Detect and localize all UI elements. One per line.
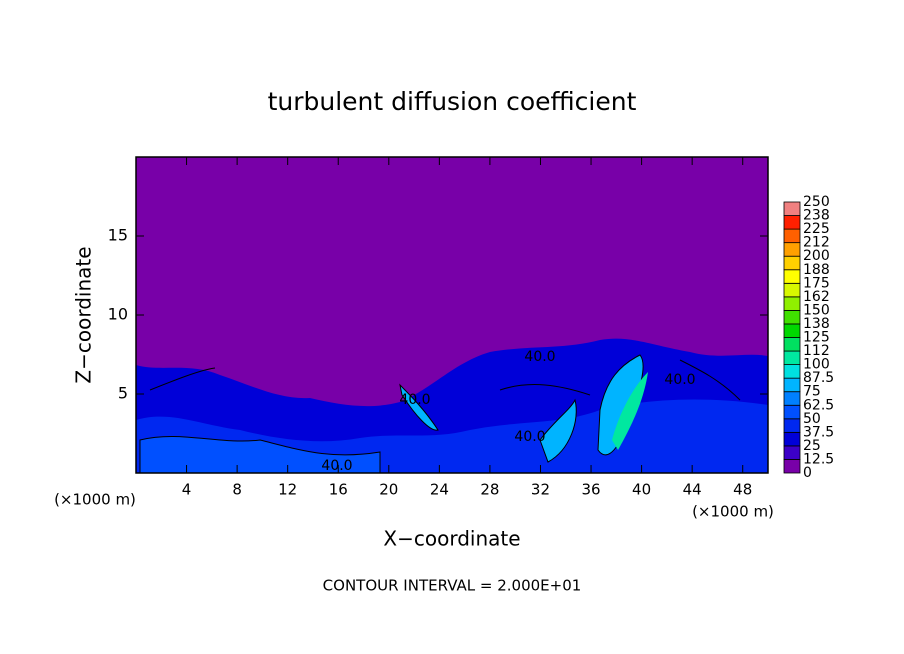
x-unit: (×1000 m) <box>54 491 136 509</box>
colorbar-label: 62.5 <box>803 397 834 413</box>
colorbar-label: 162 <box>803 289 830 305</box>
colorbar-swatch <box>783 323 801 338</box>
x-tick-label: 16 <box>329 481 348 499</box>
y-axis-label: Z−coordinate <box>72 246 96 383</box>
x-tick-label: 40 <box>632 481 651 499</box>
colorbar-label: 0 <box>803 465 812 481</box>
contour-label: 40.0 <box>321 458 352 474</box>
chart-title: turbulent diffusion coefficient <box>268 87 637 116</box>
colorbar-label: 12.5 <box>803 451 834 467</box>
x-tick-label: 24 <box>430 481 449 499</box>
colorbar-swatch <box>783 309 801 325</box>
y-tick-label: 10 <box>108 305 128 324</box>
x-tick-label: 32 <box>531 481 550 499</box>
colorbar-label: 138 <box>803 316 830 332</box>
colorbar-label: 150 <box>803 302 830 318</box>
colorbar-label: 188 <box>803 262 830 278</box>
x-tick-label: 48 <box>733 481 752 499</box>
x-tick-label: 44 <box>683 481 702 499</box>
x-tick-label: 12 <box>278 481 297 499</box>
colorbar-label: 37.5 <box>803 424 834 440</box>
contour-label: 40.0 <box>524 349 555 365</box>
x-unit: (×1000 m) <box>692 503 774 521</box>
colorbar-label: 200 <box>803 248 830 264</box>
colorbar-swatch <box>783 228 801 244</box>
field-region <box>539 398 577 463</box>
contour-line <box>149 359 741 401</box>
x-axis-label: X−coordinate <box>383 527 520 551</box>
field-region <box>399 383 439 431</box>
colorbar-swatch <box>783 391 801 406</box>
colorbar-label: 87.5 <box>803 370 834 386</box>
contour-label: 40.0 <box>514 429 545 445</box>
colorbar-swatch <box>783 255 801 271</box>
field-region <box>139 435 381 474</box>
colorbar-swatch <box>783 445 801 460</box>
colorbar-label: 50 <box>803 411 821 427</box>
x-tick-label: 28 <box>480 481 499 499</box>
colorbar-label: 175 <box>803 275 830 291</box>
contour-label: 40.0 <box>664 372 695 388</box>
colorbar-label: 75 <box>803 384 821 400</box>
colorbar-label: 238 <box>803 208 830 224</box>
colorbar-label: 225 <box>803 221 830 237</box>
colorbar-swatch <box>783 242 801 257</box>
colorbar-swatch <box>783 377 801 393</box>
colorbar-label: 250 <box>803 194 830 210</box>
colorbar-label: 100 <box>803 357 830 373</box>
x-tick-label: 36 <box>581 481 600 499</box>
colorbar-swatch <box>783 418 801 433</box>
y-tick-label: 15 <box>108 226 128 245</box>
colorbar-swatch <box>783 215 801 230</box>
x-tick-label: 20 <box>379 481 398 499</box>
colorbar-swatch <box>783 337 801 352</box>
colorbar-swatch <box>783 364 801 379</box>
colorbar-label: 212 <box>803 235 830 251</box>
colorbar-swatch <box>783 269 801 284</box>
colorbar-swatch <box>783 350 801 365</box>
colorbar-swatch <box>783 296 801 311</box>
y-tick-label: 5 <box>118 384 128 403</box>
contour-label: 40.0 <box>399 392 430 408</box>
colorbar-label: 112 <box>803 343 830 359</box>
colorbar-label: 25 <box>803 438 821 454</box>
field-region <box>612 372 648 450</box>
x-tick-label: 8 <box>232 481 242 499</box>
colorbar-swatch <box>783 404 801 420</box>
colorbar-swatch <box>783 459 801 474</box>
colorbar-swatch <box>783 201 801 216</box>
field <box>136 157 768 474</box>
colorbar-swatch <box>783 282 801 298</box>
colorbar-label: 125 <box>803 330 830 346</box>
footer-note: CONTOUR INTERVAL = 2.000E+01 <box>323 577 582 595</box>
x-tick-label: 4 <box>182 481 192 499</box>
colorbar-swatch <box>783 431 801 447</box>
